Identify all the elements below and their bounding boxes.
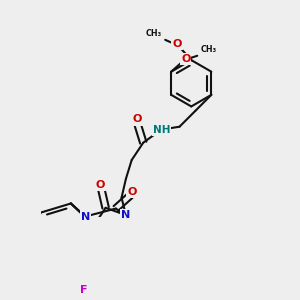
Text: O: O: [181, 54, 190, 64]
Text: O: O: [172, 39, 182, 49]
Text: O: O: [96, 180, 105, 190]
Text: N: N: [121, 210, 130, 220]
Text: CH₃: CH₃: [146, 29, 162, 38]
Text: F: F: [80, 285, 88, 296]
Text: O: O: [127, 187, 136, 197]
Text: N: N: [81, 212, 90, 221]
Text: NH: NH: [153, 124, 170, 135]
Text: O: O: [132, 115, 141, 124]
Text: CH₃: CH₃: [201, 45, 217, 54]
